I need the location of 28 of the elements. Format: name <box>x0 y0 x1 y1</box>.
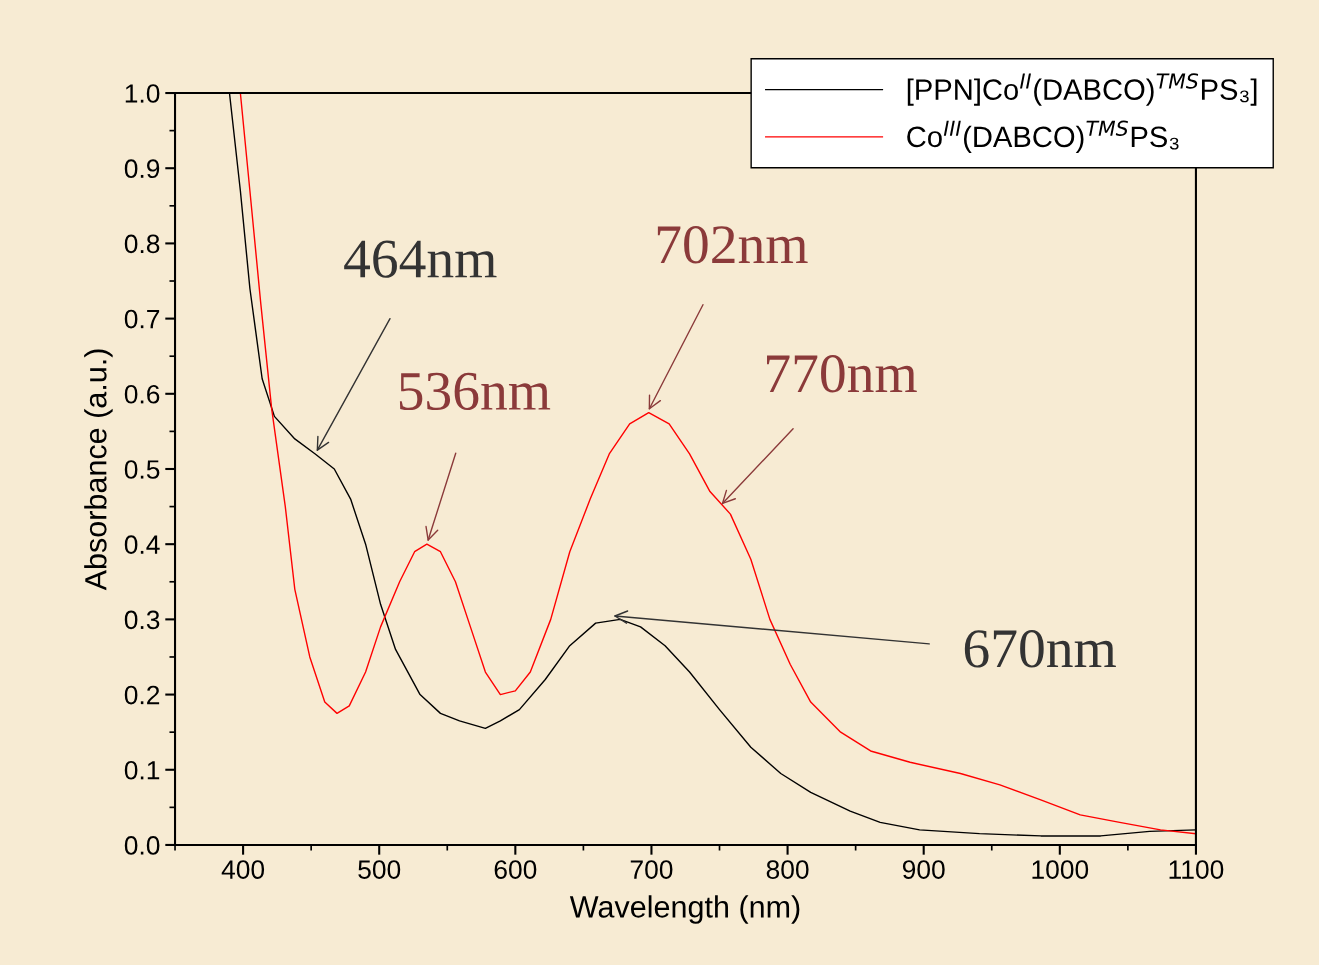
y-tick-label: 0.9 <box>124 159 160 179</box>
x-tick-label: 800 <box>766 860 809 879</box>
x-tick-label: 900 <box>902 860 945 879</box>
legend-label: Co$^{III}$(DABCO)$^{TMS}$PS₃ <box>907 120 1179 153</box>
y-tick-label: 0.4 <box>124 535 160 554</box>
legend-label: [PPN]Co$^{II}$(DABCO)$^{TMS}$PS₃] <box>907 73 1257 106</box>
x-tick-label: 500 <box>358 860 401 879</box>
y-tick-label: 0.6 <box>124 384 160 404</box>
annotation: 702nm <box>657 226 808 264</box>
y-tick-label: 1.0 <box>125 84 160 103</box>
x-tick-label: 700 <box>630 860 673 879</box>
y-tick-label: 0.3 <box>124 610 160 630</box>
x-tick-label: 600 <box>494 860 537 879</box>
annotation: 464nm <box>344 240 497 278</box>
x-tick-label: 1100 <box>1169 860 1224 879</box>
annotation: 770nm <box>767 355 917 393</box>
y-tick-label: 0.7 <box>124 309 160 329</box>
y-tick-label: 0.0 <box>124 836 160 855</box>
y-tick-label: 0.1 <box>124 760 160 780</box>
y-tick-label: 0.8 <box>124 234 160 254</box>
x-tick-label: 400 <box>221 860 265 879</box>
annotation: 536nm <box>399 372 551 411</box>
x-axis-title: Wavelength (nm) <box>569 895 800 924</box>
annotation: 670nm <box>964 630 1116 668</box>
y-tick-label: 0.2 <box>124 685 160 705</box>
y-tick-label: 0.5 <box>124 460 160 479</box>
y-axis-title: Absorbance (a.u.) <box>84 349 113 591</box>
x-tick-label: 1000 <box>1032 860 1089 879</box>
